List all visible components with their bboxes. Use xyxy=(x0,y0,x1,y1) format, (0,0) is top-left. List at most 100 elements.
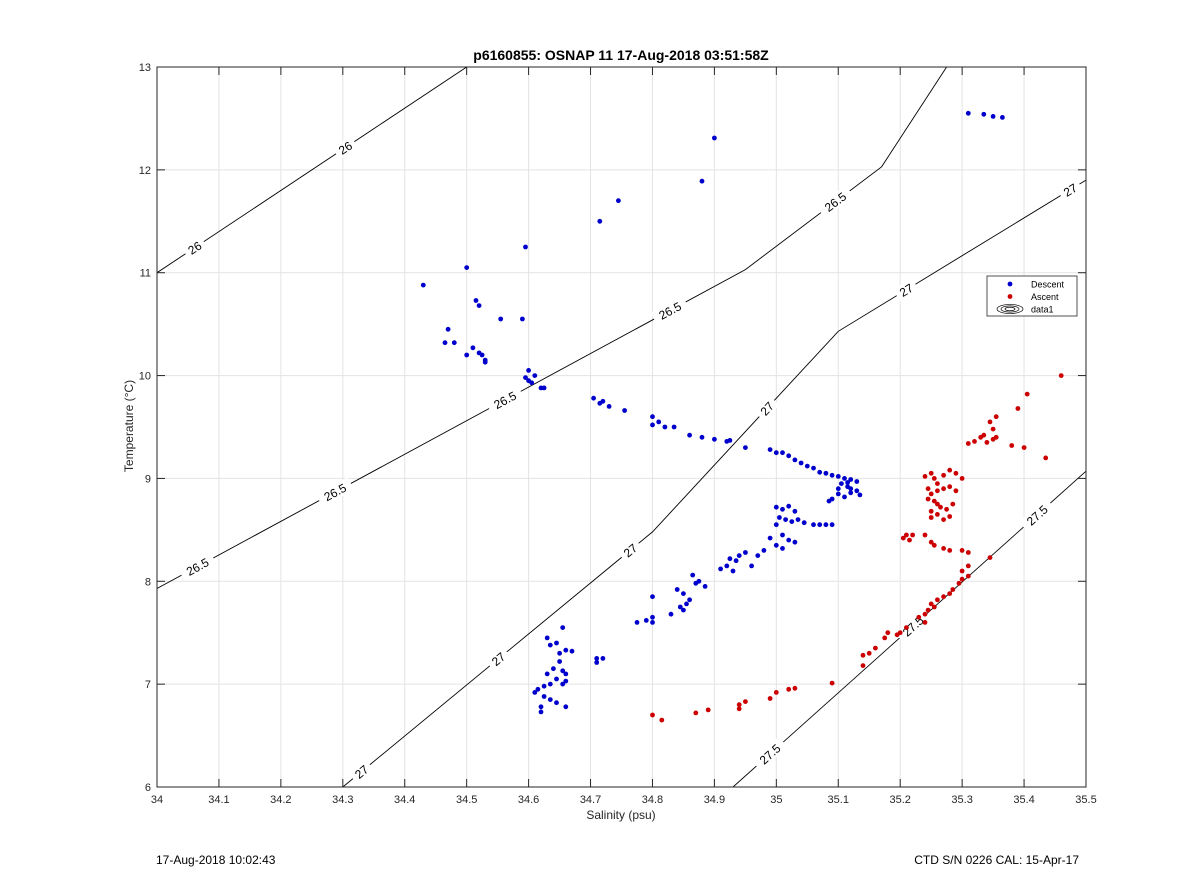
contour-label-bg xyxy=(816,185,854,219)
descent-point xyxy=(786,537,792,543)
ascent-point xyxy=(860,652,866,658)
contour-label-group: 26 xyxy=(181,235,208,260)
descent-point xyxy=(547,681,553,687)
ascent-point xyxy=(773,690,779,695)
ascent-point xyxy=(705,707,711,713)
contour-label-bg xyxy=(315,477,355,507)
ascent-point xyxy=(950,587,956,592)
y-tick-label: 6 xyxy=(145,782,151,794)
contour-label-group: 27 xyxy=(754,395,780,422)
ascent-point xyxy=(931,604,937,610)
ascent-point xyxy=(935,512,940,517)
ascent-point xyxy=(965,441,971,446)
ascent-point xyxy=(941,472,946,478)
descent-point xyxy=(845,480,850,485)
descent-point xyxy=(702,584,708,589)
descent-point xyxy=(482,359,488,365)
ascent-point xyxy=(987,419,993,425)
ascent-point xyxy=(953,488,959,494)
descent-point xyxy=(643,618,649,623)
ascent-point xyxy=(941,546,946,551)
descent-point xyxy=(755,553,761,558)
y-tick-label: 10 xyxy=(139,371,151,383)
descent-point xyxy=(554,700,559,706)
ascent-point xyxy=(931,542,937,548)
descent-point xyxy=(712,135,717,141)
ascent-point xyxy=(938,504,943,510)
descent-point xyxy=(523,244,528,250)
descent-point xyxy=(544,671,550,677)
descent-point xyxy=(563,671,569,677)
chart-title: p6160855: OSNAP 11 17-Aug-2018 03:51:58Z xyxy=(473,47,769,63)
descent-point xyxy=(965,110,971,116)
x-tick-label: 35.2 xyxy=(889,794,910,806)
descent-point xyxy=(538,704,544,710)
x-tick-label: 34.3 xyxy=(332,794,353,806)
ascent-point xyxy=(941,486,946,492)
descent-point xyxy=(557,650,562,656)
ascent-point xyxy=(935,501,940,507)
y-tick-label: 11 xyxy=(140,268,151,280)
descent-point xyxy=(563,678,569,684)
descent-point xyxy=(681,591,686,596)
descent-point xyxy=(532,373,538,378)
descent-point xyxy=(541,683,547,689)
ascent-point xyxy=(767,696,773,701)
descent-point xyxy=(547,642,553,648)
x-tick-label: 34.1 xyxy=(208,794,229,806)
descent-point xyxy=(811,465,816,471)
ascent-point xyxy=(925,486,931,492)
descent-point xyxy=(795,517,801,522)
ascent-point xyxy=(993,414,999,420)
descent-point xyxy=(730,568,736,574)
descent-point xyxy=(829,522,835,528)
contour-line xyxy=(157,67,947,589)
descent-point xyxy=(835,491,841,497)
ascent-point xyxy=(1015,406,1021,411)
descent-point xyxy=(854,488,860,494)
descent-point xyxy=(687,432,692,438)
descent-point xyxy=(674,587,680,592)
ascent-point xyxy=(953,470,959,476)
x-tick-label: 35.4 xyxy=(1013,794,1034,806)
descent-point xyxy=(749,563,754,569)
descent-point xyxy=(677,604,683,610)
descent-point xyxy=(551,666,556,672)
contour-label-bg xyxy=(178,551,217,582)
descent-point xyxy=(743,445,748,450)
descent-point xyxy=(823,470,829,476)
contour-label-group: 26.5 xyxy=(816,185,854,219)
descent-point xyxy=(789,519,795,524)
ascent-point xyxy=(965,550,971,555)
contour-label-group: 27.5 xyxy=(751,736,788,772)
descent-point xyxy=(526,368,531,373)
descent-point xyxy=(442,340,448,346)
ascent-point xyxy=(941,594,946,600)
contour-label-bg xyxy=(485,646,512,672)
descent-point xyxy=(699,178,705,184)
legend-marker xyxy=(1007,281,1013,287)
descent-point xyxy=(538,709,544,715)
ascent-point xyxy=(925,496,931,502)
grid xyxy=(156,66,1087,788)
contour-label-bg xyxy=(1057,178,1084,202)
axes-box xyxy=(156,66,1087,788)
descent-point xyxy=(470,345,476,351)
ascent-point xyxy=(873,645,878,651)
descent-point xyxy=(690,572,696,578)
descent-point xyxy=(557,659,562,664)
descent-point xyxy=(727,438,733,443)
descent-point xyxy=(829,472,835,478)
ascent-point xyxy=(736,702,742,708)
x-axis-label: Salinity (psu) xyxy=(586,808,655,822)
contour-label-bg xyxy=(617,537,644,563)
ascent-point xyxy=(928,539,934,545)
descent-point xyxy=(848,486,854,492)
descent-point xyxy=(718,566,723,572)
contour-label-bg xyxy=(1018,497,1056,533)
ascent-point xyxy=(904,532,909,538)
ascent-point xyxy=(956,580,962,586)
descent-point xyxy=(783,517,788,522)
ascent-point xyxy=(959,476,965,481)
